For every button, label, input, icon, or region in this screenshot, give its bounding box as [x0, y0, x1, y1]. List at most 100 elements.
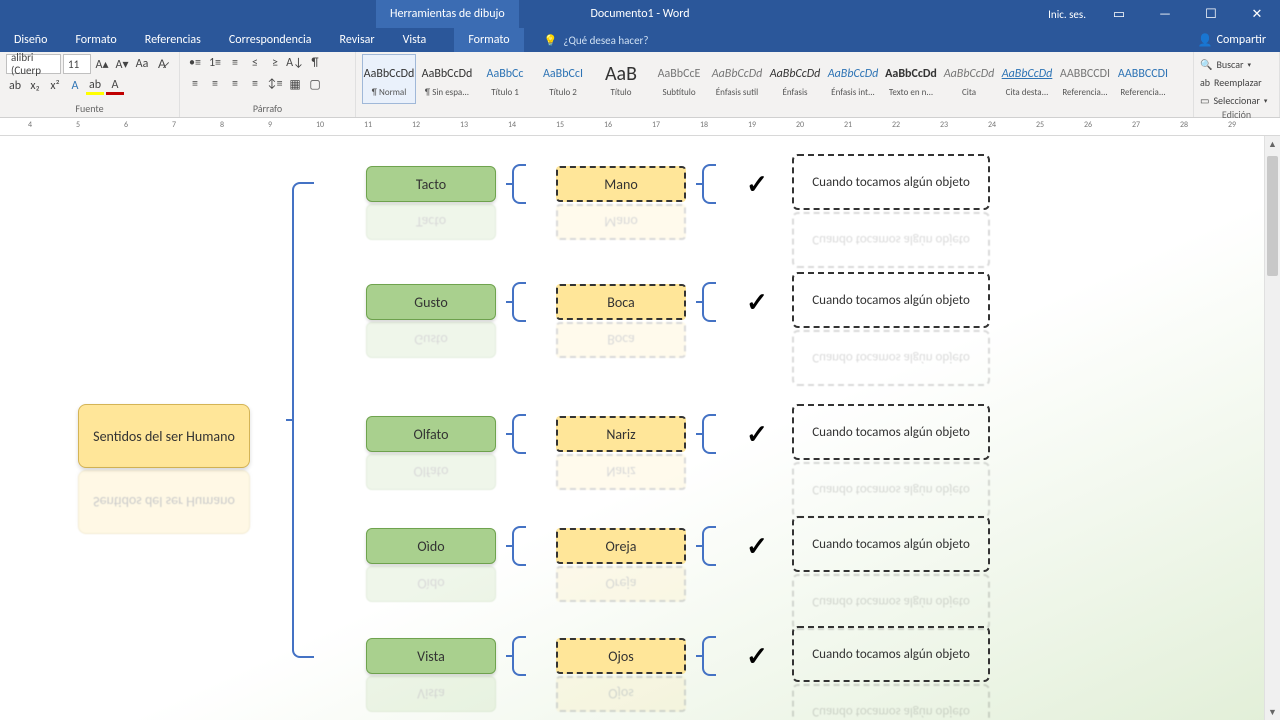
style-cita[interactable]: AaBbCcDdCita	[942, 54, 996, 104]
align-left-icon[interactable]: ≡	[186, 75, 204, 93]
justify-icon[interactable]: ≡	[246, 75, 264, 93]
vertical-scrollbar[interactable]: ▲ ▼	[1264, 136, 1280, 720]
sense-tacto[interactable]: Tacto	[366, 166, 496, 202]
show-marks-icon[interactable]: ¶	[306, 54, 324, 72]
minimize-button[interactable]: —	[1142, 0, 1188, 28]
borders-icon[interactable]: ▢	[306, 75, 324, 93]
ribbon-options-icon[interactable]: ▭	[1096, 0, 1142, 28]
align-center-icon[interactable]: ≡	[206, 75, 224, 93]
maximize-button[interactable]: ☐	[1188, 0, 1234, 28]
title-bar: Herramientas de dibujo Documento1 - Word…	[0, 0, 1280, 28]
sense-gusto: Gusto	[366, 322, 496, 358]
multilevel-icon[interactable]: ≡	[226, 54, 244, 72]
share-icon: 👤	[1198, 33, 1213, 48]
ribbon-tabs: DiseñoFormatoReferenciasCorrespondenciaR…	[0, 28, 1280, 52]
search-icon: 🔍	[1200, 58, 1212, 71]
description-0: Cuando tocamos algún objeto	[792, 212, 990, 268]
checkmark-2[interactable]: ✓	[742, 418, 772, 450]
style--nfasis-sutil[interactable]: AaBbCcDdÉnfasis sutil	[710, 54, 764, 104]
signin-button[interactable]: Inic. ses.	[1038, 8, 1096, 21]
tab-vista[interactable]: Vista	[389, 28, 441, 52]
change-case-icon[interactable]: Aa	[133, 55, 151, 73]
description-2[interactable]: Cuando tocamos algún objeto	[792, 404, 990, 460]
shrink-font-icon[interactable]: A▾	[113, 55, 131, 73]
organ-nariz[interactable]: Nariz	[556, 416, 686, 452]
checkmark-1[interactable]: ✓	[742, 286, 772, 318]
highlight-icon[interactable]: ab	[86, 77, 104, 95]
horizontal-ruler[interactable]: 4567891011121314151617181920212223242526…	[0, 118, 1280, 136]
close-button[interactable]: ✕	[1234, 0, 1280, 28]
tab-formato[interactable]: Formato	[61, 28, 130, 52]
sense-vista[interactable]: Vista	[366, 638, 496, 674]
sort-icon[interactable]: A↓	[286, 54, 304, 72]
style---normal[interactable]: AaBbCcDd¶ Normal	[362, 54, 416, 104]
style-referencia---[interactable]: AABBCCDIReferencia...	[1116, 54, 1170, 104]
sense-gusto[interactable]: Gusto	[366, 284, 496, 320]
sense-oìdo[interactable]: Oìdo	[366, 528, 496, 564]
grow-font-icon[interactable]: A▴	[93, 55, 111, 73]
brace-connector	[512, 636, 526, 676]
indent-icon[interactable]: ≥	[266, 54, 284, 72]
line-spacing-icon[interactable]: ↕≡	[266, 75, 284, 93]
checkmark-0[interactable]: ✓	[742, 168, 772, 200]
tab-correspondencia[interactable]: Correspondencia	[215, 28, 326, 52]
description-3[interactable]: Cuando tocamos algún objeto	[792, 516, 990, 572]
sense-vista: Vista	[366, 676, 496, 712]
style-t-tulo[interactable]: AaBTítulo	[594, 54, 648, 104]
checkmark-3[interactable]: ✓	[742, 530, 772, 562]
style-t-tulo-2[interactable]: AaBbCcITítulo 2	[536, 54, 590, 104]
tab-referencias[interactable]: Referencias	[131, 28, 215, 52]
replace-icon: ab	[1200, 76, 1210, 89]
share-button[interactable]: 👤 Compartir	[1184, 28, 1280, 52]
organ-oreja[interactable]: Oreja	[556, 528, 686, 564]
style-referencia---[interactable]: AABBCCDIReferencia...	[1058, 54, 1112, 104]
clear-format-icon[interactable]: A̷	[153, 55, 171, 73]
font-size-combo[interactable]: 11	[63, 54, 91, 74]
replace-button[interactable]: abReemplazar	[1200, 74, 1262, 90]
tab-revisar[interactable]: Revisar	[326, 28, 389, 52]
drawing-tools-tab[interactable]: Herramientas de dibujo	[376, 0, 519, 28]
styles-group: AaBbCcDd¶ NormalAaBbCcDd¶ Sin espa...AaB…	[356, 52, 1194, 117]
find-button[interactable]: 🔍Buscar▾	[1200, 56, 1251, 72]
style-subt-tulo[interactable]: AaBbCcESubtítulo	[652, 54, 706, 104]
numbering-icon[interactable]: 1≡	[206, 54, 224, 72]
subscript-icon[interactable]: x₂	[26, 77, 44, 95]
style-texto-en-n---[interactable]: AaBbCcDdTexto en n...	[884, 54, 938, 104]
style---sin-espa---[interactable]: AaBbCcDd¶ Sin espa...	[420, 54, 474, 104]
description-1[interactable]: Cuando tocamos algún objeto	[792, 272, 990, 328]
scroll-up-icon[interactable]: ▲	[1265, 136, 1280, 152]
root-box[interactable]: Sentidos del ser Humano	[78, 404, 250, 468]
style-t-tulo-1[interactable]: AaBbCcTítulo 1	[478, 54, 532, 104]
text-effect-icon[interactable]: A	[66, 77, 84, 95]
sense-olfato[interactable]: Olfato	[366, 416, 496, 452]
tab-diseño[interactable]: Diseño	[0, 28, 61, 52]
brace-connector	[702, 526, 716, 566]
tab-formato-tool[interactable]: Formato	[454, 28, 523, 52]
organ-ojos[interactable]: Ojos	[556, 638, 686, 674]
bullets-icon[interactable]: •≡	[186, 54, 204, 72]
brace-connector	[702, 636, 716, 676]
style--nfasis[interactable]: AaBbCcDdÉnfasis	[768, 54, 822, 104]
font-color-icon[interactable]: A	[106, 77, 124, 95]
superscript-icon[interactable]: x²	[46, 77, 64, 95]
document-title: Documento1 - Word	[590, 7, 689, 21]
organ-boca[interactable]: Boca	[556, 284, 686, 320]
outdent-icon[interactable]: ≤	[246, 54, 264, 72]
scroll-thumb[interactable]	[1267, 156, 1278, 276]
description-0[interactable]: Cuando tocamos algún objeto	[792, 154, 990, 210]
brace-connector	[292, 182, 314, 658]
description-4[interactable]: Cuando tocamos algún objeto	[792, 626, 990, 682]
strike-icon[interactable]: ab	[6, 77, 24, 95]
tell-me-search[interactable]: 💡 ¿Qué desea hacer?	[544, 28, 649, 52]
font-name-combo[interactable]: alibri (Cuerp	[6, 54, 61, 74]
align-right-icon[interactable]: ≡	[226, 75, 244, 93]
document-canvas[interactable]: Sentidos del ser HumanoSentidos del ser …	[0, 136, 1280, 720]
checkmark-4[interactable]: ✓	[742, 640, 772, 672]
shading-icon[interactable]: ▦	[286, 75, 304, 93]
organ-mano[interactable]: Mano	[556, 166, 686, 202]
scroll-down-icon[interactable]: ▼	[1265, 704, 1280, 720]
style-cita-desta---[interactable]: AaBbCcDdCita desta...	[1000, 54, 1054, 104]
select-button[interactable]: ▭Seleccionar▾	[1200, 92, 1267, 108]
style--nfasis-int---[interactable]: AaBbCcDdÉnfasis int...	[826, 54, 880, 104]
brace-connector	[702, 414, 716, 454]
